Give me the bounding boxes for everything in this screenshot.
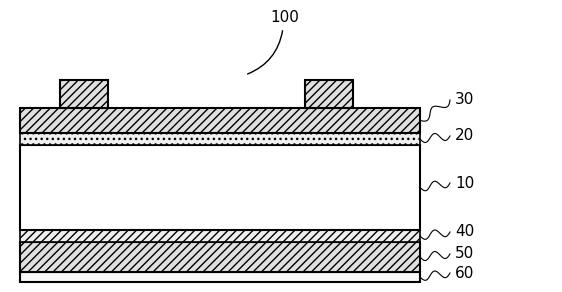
Bar (20, 272, 420, 282)
Text: 40: 40 (455, 225, 474, 239)
Text: 60: 60 (455, 265, 474, 281)
Bar (20, 133, 420, 145)
Text: 20: 20 (455, 128, 474, 143)
Text: 30: 30 (455, 93, 474, 107)
Bar (60, 80, 108, 108)
Bar (20, 108, 420, 133)
Bar (20, 230, 420, 242)
Text: 100: 100 (270, 11, 300, 25)
Text: 10: 10 (455, 175, 474, 190)
Bar (305, 80, 353, 108)
Text: 50: 50 (455, 246, 474, 262)
Bar (20, 242, 420, 272)
Bar (20, 145, 420, 230)
